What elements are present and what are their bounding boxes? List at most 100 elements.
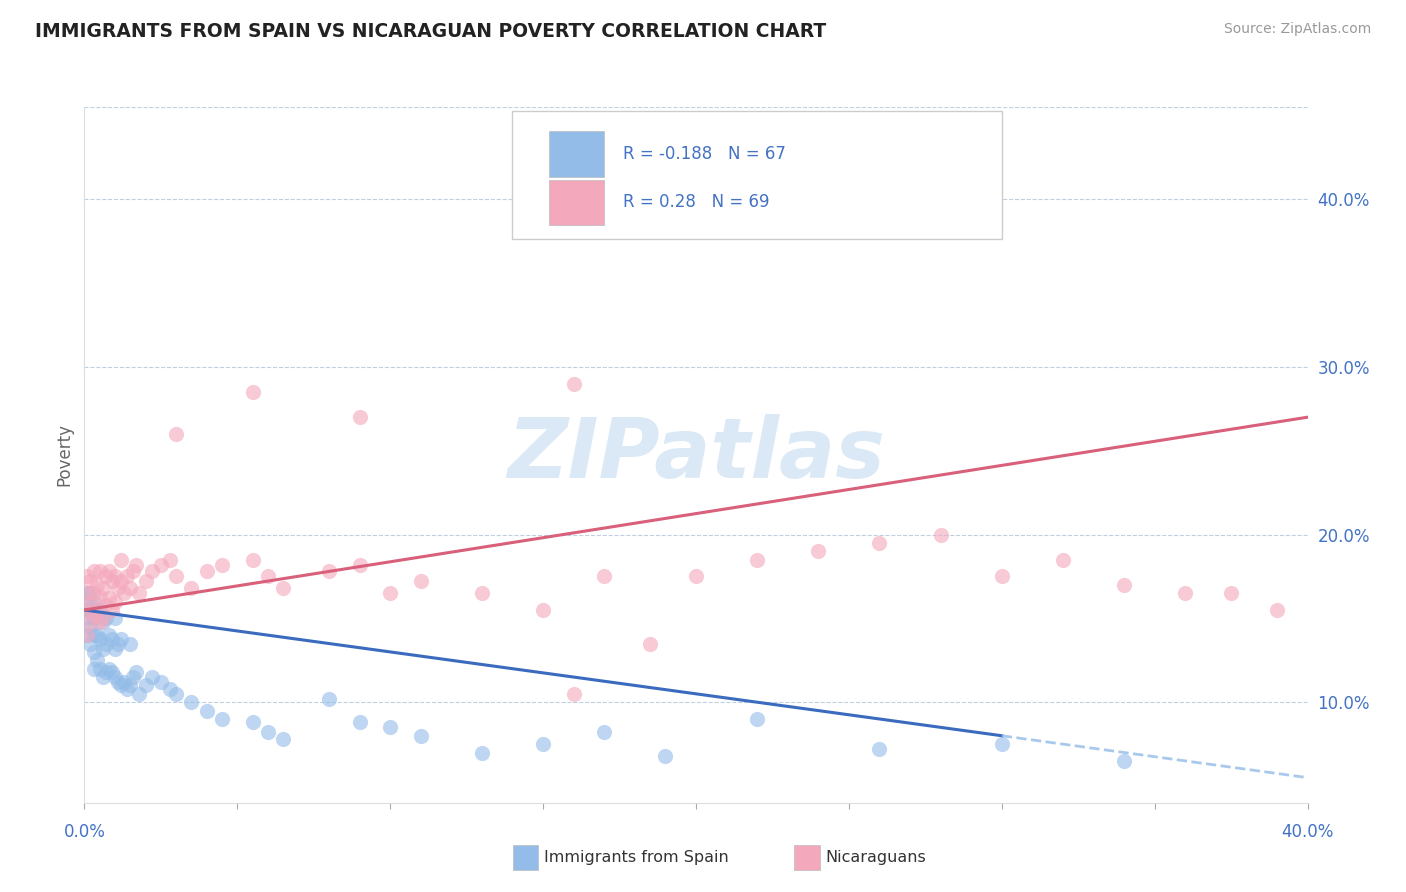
Point: [76, 611, 98, 625]
Point: [97, 662, 120, 676]
Point: [409, 574, 432, 589]
Point: [135, 678, 157, 692]
Point: [104, 670, 127, 684]
Point: [79, 594, 101, 608]
Point: [257, 725, 280, 739]
Point: [125, 558, 148, 572]
Point: [89, 603, 111, 617]
FancyBboxPatch shape: [513, 111, 1002, 239]
Point: [104, 641, 127, 656]
Point: [94, 598, 117, 612]
Point: [141, 670, 163, 684]
Point: [94, 665, 117, 679]
Point: [991, 569, 1014, 583]
Point: [747, 552, 769, 566]
Point: [79, 603, 101, 617]
Text: R = -0.188   N = 67: R = -0.188 N = 67: [623, 145, 786, 162]
Point: [86, 628, 108, 642]
Point: [318, 565, 340, 579]
Point: [79, 636, 101, 650]
Y-axis label: Poverty: Poverty: [55, 424, 73, 486]
Point: [91, 641, 114, 656]
Point: [89, 632, 111, 646]
Point: [107, 636, 129, 650]
Point: [120, 636, 142, 650]
Point: [747, 712, 769, 726]
Point: [242, 385, 264, 400]
Point: [104, 569, 127, 583]
Point: [165, 427, 187, 442]
Point: [380, 720, 402, 734]
Point: [97, 565, 120, 579]
Point: [107, 675, 129, 690]
Point: [110, 678, 132, 692]
Point: [91, 670, 114, 684]
Point: [83, 586, 105, 600]
Point: [91, 611, 114, 625]
Point: [638, 636, 661, 650]
Point: [1114, 754, 1136, 768]
Point: [120, 581, 142, 595]
Point: [380, 586, 402, 600]
Point: [593, 569, 616, 583]
Point: [89, 590, 111, 604]
Point: [89, 662, 111, 676]
Point: [89, 615, 111, 629]
Point: [180, 695, 202, 709]
Point: [159, 681, 181, 696]
Point: [86, 603, 108, 617]
Point: [242, 552, 264, 566]
Point: [86, 603, 108, 617]
Point: [76, 603, 98, 617]
Point: [101, 603, 124, 617]
Point: [115, 569, 138, 583]
Point: [349, 410, 371, 425]
Point: [110, 574, 132, 589]
Point: [86, 653, 108, 667]
Point: [104, 594, 127, 608]
Point: [76, 603, 98, 617]
Point: [97, 628, 120, 642]
Point: [1220, 586, 1243, 600]
Point: [122, 670, 145, 684]
Point: [869, 536, 891, 550]
Point: [1174, 586, 1197, 600]
Point: [991, 737, 1014, 751]
Point: [531, 603, 554, 617]
Point: [180, 581, 202, 595]
Point: [76, 586, 98, 600]
Point: [562, 376, 585, 391]
Text: 0.0%: 0.0%: [63, 823, 105, 841]
Point: [112, 586, 135, 600]
Point: [83, 611, 105, 625]
Point: [593, 725, 616, 739]
Point: [83, 565, 105, 579]
Point: [79, 620, 101, 634]
Point: [79, 586, 101, 600]
Point: [531, 737, 554, 751]
Text: Nicaraguans: Nicaraguans: [825, 850, 927, 864]
Point: [94, 611, 117, 625]
Point: [195, 704, 218, 718]
Point: [97, 591, 120, 606]
Point: [165, 687, 187, 701]
Point: [83, 607, 105, 622]
Point: [685, 569, 707, 583]
Point: [211, 712, 233, 726]
Point: [271, 581, 294, 595]
Point: [120, 678, 142, 692]
Text: 40.0%: 40.0%: [1281, 823, 1334, 841]
Point: [159, 552, 181, 566]
Point: [242, 715, 264, 730]
Text: Source: ZipAtlas.com: Source: ZipAtlas.com: [1223, 22, 1371, 37]
Point: [211, 558, 233, 572]
Point: [101, 665, 124, 679]
Point: [135, 574, 157, 589]
Text: R = 0.28   N = 69: R = 0.28 N = 69: [623, 194, 769, 211]
Point: [76, 594, 98, 608]
Text: ZIPatlas: ZIPatlas: [508, 415, 884, 495]
Point: [929, 527, 952, 541]
Point: [83, 628, 105, 642]
Point: [76, 628, 98, 642]
Point: [94, 636, 117, 650]
